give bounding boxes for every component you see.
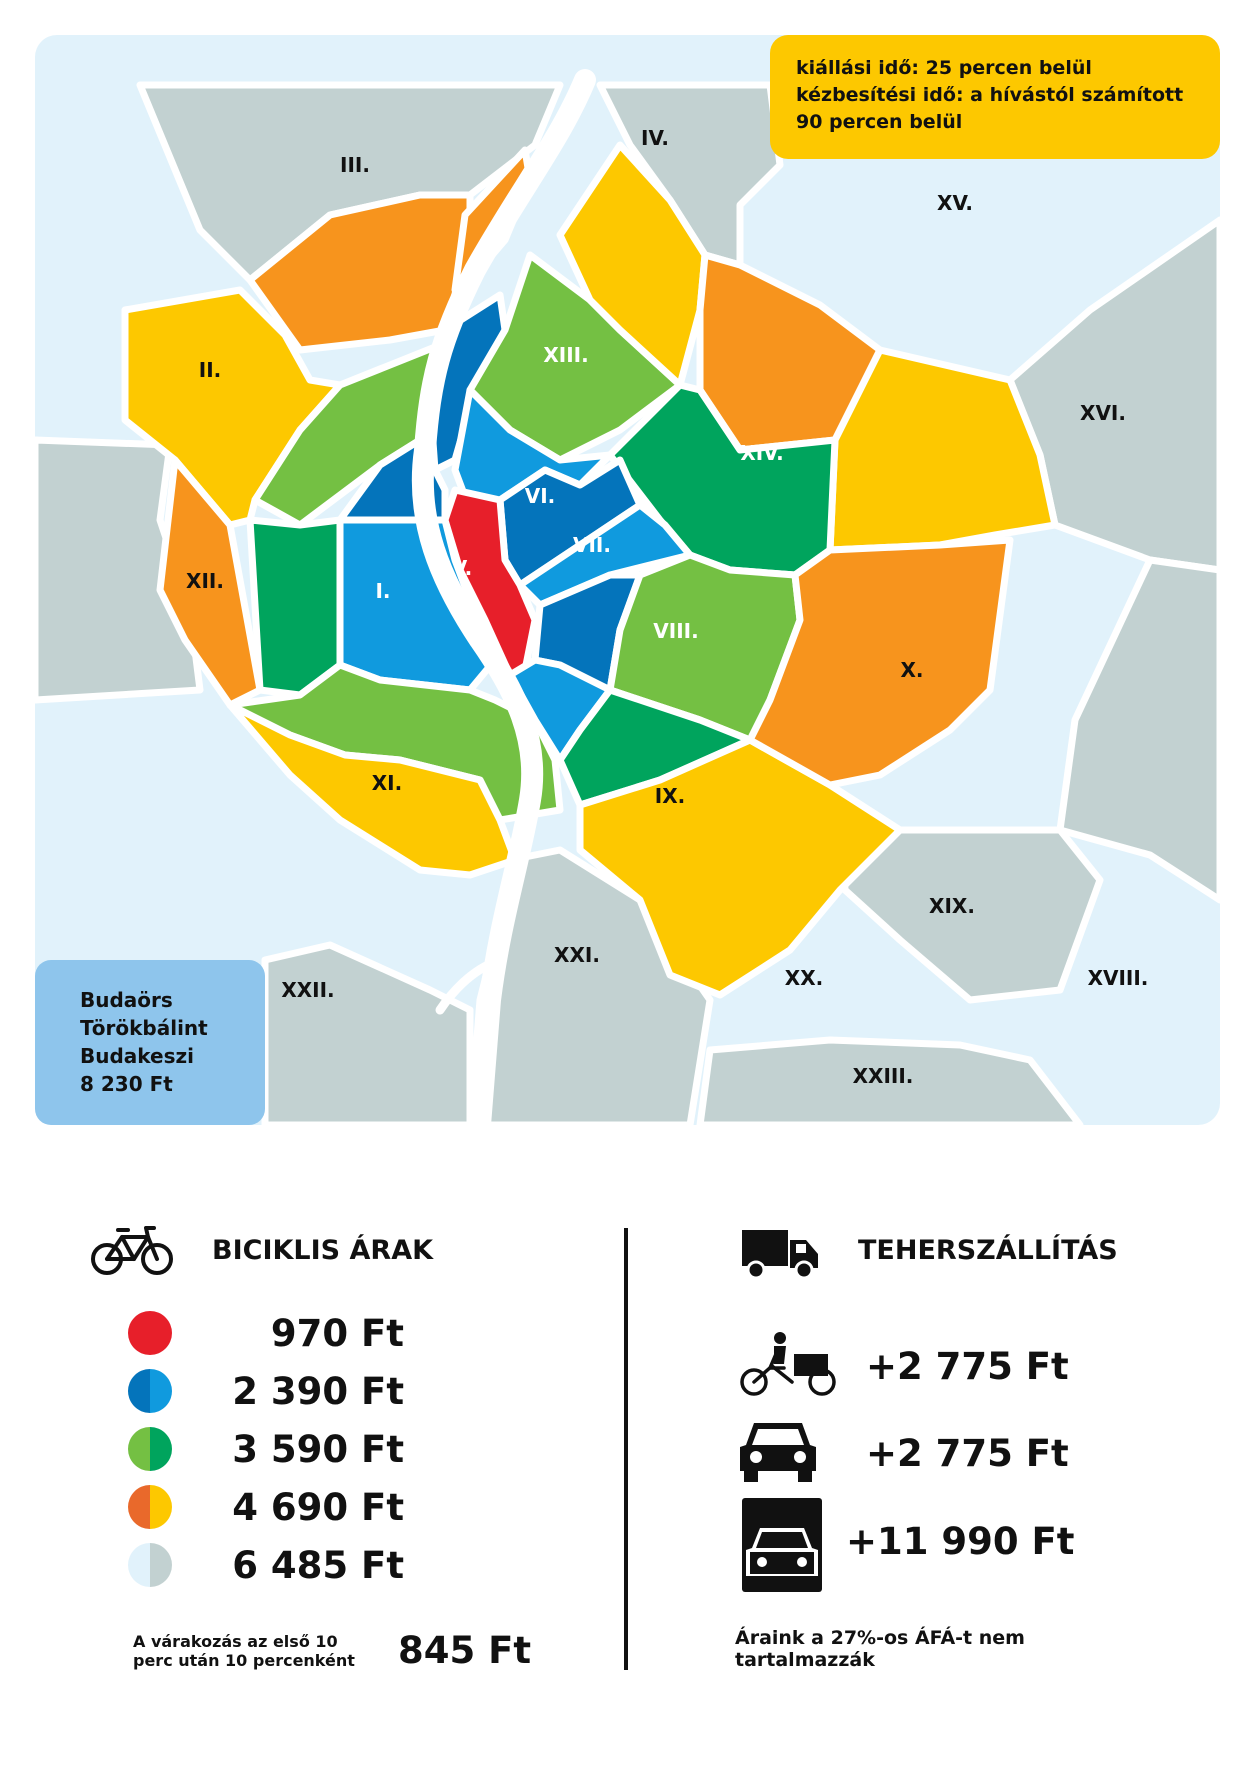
suburb-price: 8 230 Ft <box>80 1072 173 1096</box>
price-row-red: 970 Ft <box>128 1310 404 1356</box>
district-label-xxii: XXII. <box>281 978 334 1002</box>
district-label-xix: XIX. <box>929 894 975 918</box>
delivery-time-text-cont: 90 percen belül <box>796 111 963 133</box>
district-label-xviii: XVIII. <box>1088 966 1149 990</box>
district-label-vi: VI. <box>525 484 556 508</box>
price-value: 3 590 Ft <box>232 1427 404 1471</box>
price-row-green: 3 590 Ft <box>128 1426 404 1472</box>
district-map-svg: III. IV. XV. II. XIII. XVI. XIV. VI. VII… <box>35 35 1220 1125</box>
district-xi <box>226 701 519 879</box>
district-label-iv: IV. <box>641 126 669 150</box>
district-label-xii: XII. <box>186 569 224 593</box>
price-row-blue: 2 390 Ft <box>128 1368 404 1414</box>
district-label-xiii: XIII. <box>543 343 588 367</box>
price-value: 970 Ft <box>270 1311 404 1355</box>
district-label-ii: II. <box>199 358 221 382</box>
price-value: 6 485 Ft <box>232 1543 404 1587</box>
vat-note-line1: Áraink a 27%-os ÁFÁ-t nem <box>735 1627 1025 1649</box>
freight-title: TEHERSZÁLLÍTÁS <box>858 1235 1118 1266</box>
district-label-xx: XX. <box>785 966 823 990</box>
car-icon <box>740 1423 816 1482</box>
bike-prices-title: BICIKLIS ÁRAK <box>212 1235 434 1266</box>
color-dot-orange <box>128 1485 172 1529</box>
suburb-budaors: Budaörs <box>80 988 173 1012</box>
district-map: III. IV. XV. II. XIII. XVI. XIV. VI. VII… <box>35 35 1220 1125</box>
district-label-iii: III. <box>340 153 370 177</box>
district-label-i: I. <box>375 579 390 603</box>
district-label-xv: XV. <box>937 191 973 215</box>
price-row-grey: 6 485 Ft <box>128 1542 404 1588</box>
color-dot-blue <box>128 1369 172 1413</box>
district-xxii <box>261 941 474 1125</box>
waiting-note-line2: perc után 10 percenként <box>133 1651 355 1670</box>
vat-note: Áraink a 27%-os ÁFÁ-t nem tartalmazzák <box>735 1627 1025 1671</box>
district-label-v: V. <box>452 556 473 580</box>
district-label-xxiii: XXIII. <box>853 1064 914 1088</box>
district-label-xiv: XIV. <box>740 441 783 465</box>
danube-branch <box>435 955 505 1015</box>
waiting-note: A várakozás az első 10 perc után 10 perc… <box>133 1632 355 1670</box>
district-label-xvi: XVI. <box>1080 401 1126 425</box>
bicycle-icon <box>91 1226 173 1275</box>
district-xix <box>836 801 1104 1004</box>
delivery-time-text: kézbesítési idő: a hívástól számított <box>796 84 1184 106</box>
color-dot-green <box>128 1427 172 1471</box>
district-label-viii: VIII. <box>653 619 698 643</box>
color-dot-red <box>128 1311 172 1355</box>
district-xii-dark <box>246 516 344 699</box>
district-label-x: X. <box>900 658 923 682</box>
price-value: 4 690 Ft <box>232 1485 404 1529</box>
delivery-time-box: kiállási idő: 25 percen belül kézbesítés… <box>770 35 1220 159</box>
waiting-note-line1: A várakozás az első 10 <box>133 1632 338 1651</box>
price-row-orange: 4 690 Ft <box>128 1484 404 1530</box>
price-value: 2 390 Ft <box>232 1369 404 1413</box>
van-price: +11 990 Ft <box>846 1520 1075 1563</box>
district-label-xxi: XXI. <box>554 943 600 967</box>
vat-note-line2: tartalmazzák <box>735 1649 875 1671</box>
suburb-torokbalint: Törökbálint <box>80 1016 208 1040</box>
district-xxiii <box>696 1036 1084 1125</box>
waiting-price: 845 Ft <box>398 1629 532 1672</box>
district-label-xi: XI. <box>372 771 402 795</box>
district-x <box>746 536 1014 789</box>
color-dot-grey <box>128 1543 172 1587</box>
truck-icon <box>742 1230 818 1280</box>
cargo-bike-icon <box>740 1332 836 1396</box>
suburb-budakeszi: Budakeszi <box>80 1044 195 1068</box>
pickup-time-text: kiállási idő: 25 percen belül <box>796 57 1092 79</box>
district-label-ix: IX. <box>655 784 685 808</box>
van-icon <box>742 1498 822 1592</box>
district-label-vii: VII. <box>573 533 611 557</box>
district-ix <box>576 736 904 999</box>
column-divider <box>624 1228 628 1670</box>
cargo-bike-price: +2 775 Ft <box>866 1345 1069 1388</box>
suburbs-box: Budaörs Törökbálint Budakeszi 8 230 Ft <box>35 960 265 1125</box>
car-price: +2 775 Ft <box>866 1432 1069 1475</box>
danube-river <box>411 69 596 1125</box>
